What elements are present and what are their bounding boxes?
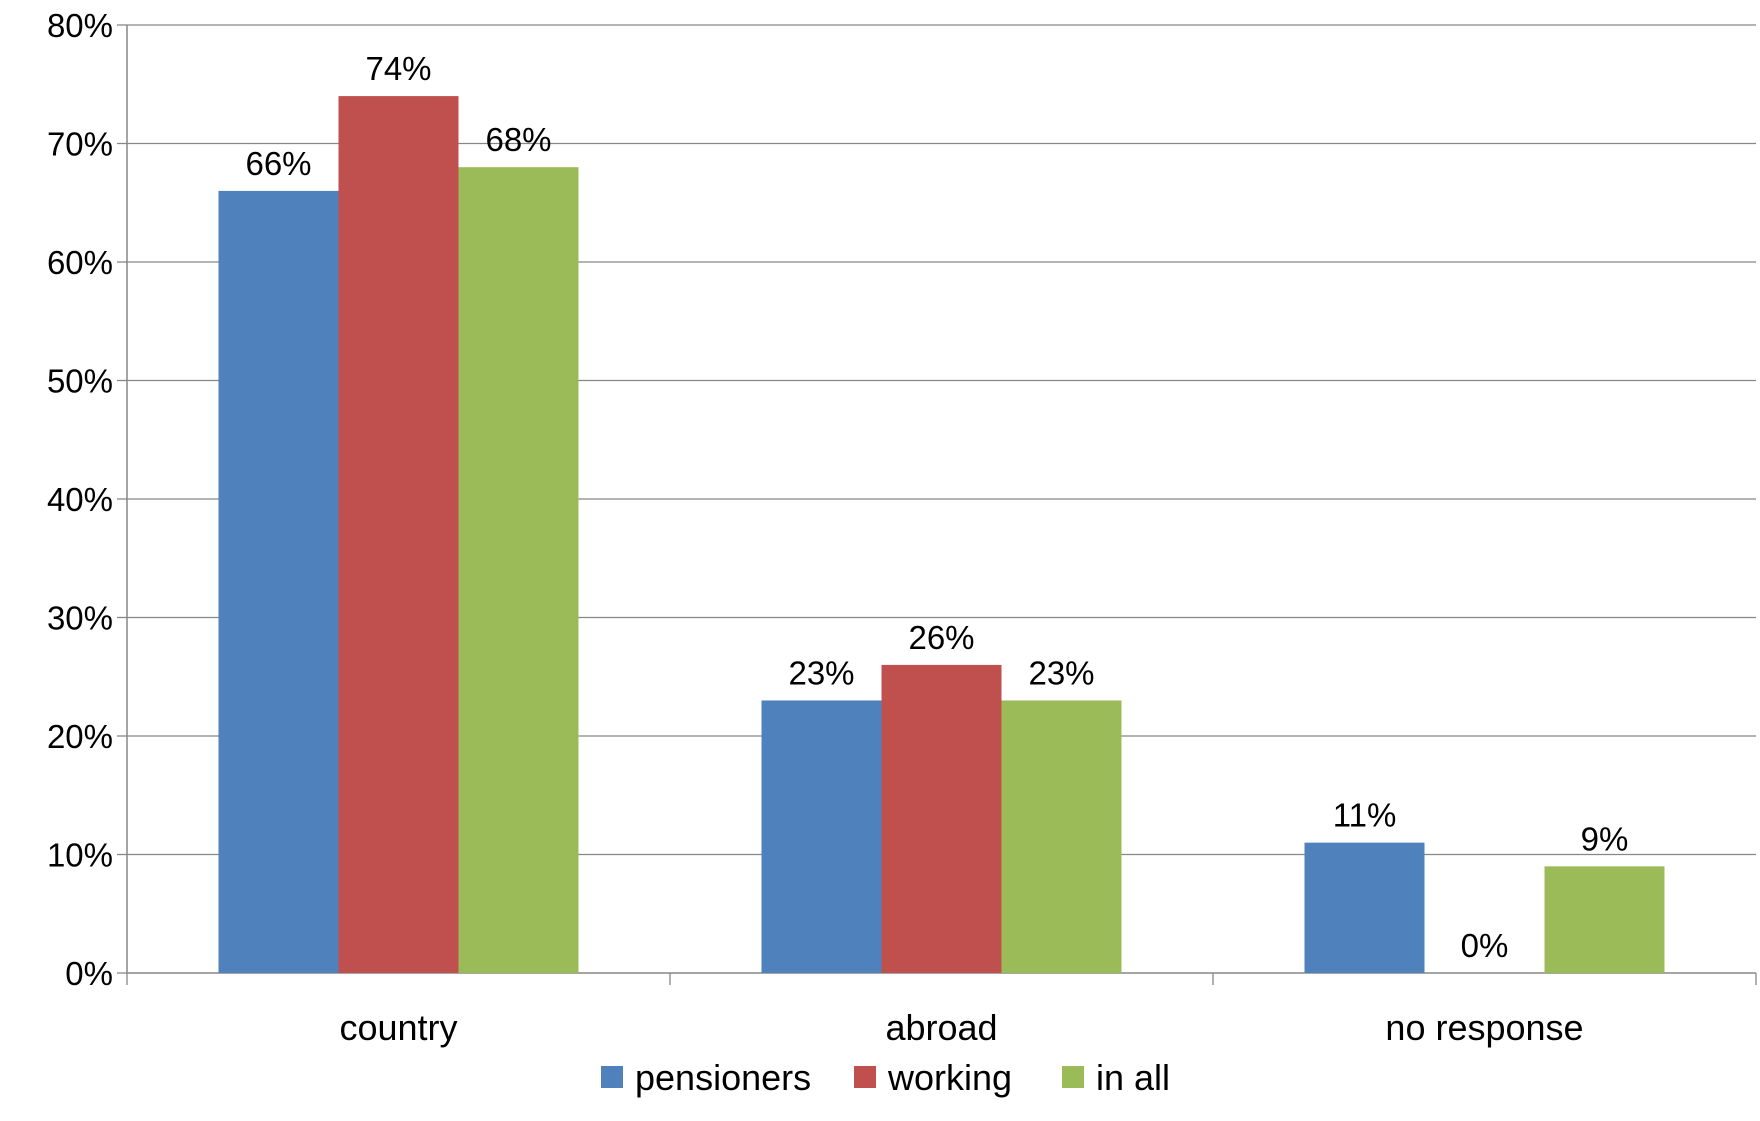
x-category-label: abroad [885, 1007, 997, 1048]
data-label: 23% [1028, 654, 1094, 691]
y-tick-label: 10% [47, 837, 113, 874]
y-tick-label: 40% [47, 481, 113, 518]
bars [218, 96, 1665, 974]
legend-swatch [601, 1066, 623, 1088]
x-category-label: country [339, 1007, 457, 1048]
data-label: 74% [365, 50, 431, 87]
bar [458, 167, 579, 973]
y-tick-label: 80% [47, 7, 113, 44]
data-label: 0% [1461, 927, 1509, 964]
legend-label: pensioners [635, 1057, 811, 1098]
legend: pensioners working in all [601, 1057, 1170, 1098]
data-label: 66% [245, 145, 311, 182]
data-labels: 66% 74% 68% 23% 26% 23% 11% 0% 9% [245, 50, 1628, 964]
y-tick-label: 60% [47, 244, 113, 281]
x-category-label: no response [1385, 1007, 1583, 1048]
legend-label: working [887, 1057, 1012, 1098]
bar [218, 190, 339, 973]
y-axis: 0% 10% 20% 30% 40% 50% 60% 70% 80% [47, 7, 128, 992]
y-tick-label: 50% [47, 363, 113, 400]
data-label: 26% [908, 619, 974, 656]
data-label: 11% [1333, 797, 1397, 834]
data-label: 68% [485, 121, 551, 158]
bar [761, 700, 882, 973]
y-tick-label: 70% [47, 126, 113, 163]
legend-label: in all [1096, 1057, 1170, 1098]
y-tick-label: 20% [47, 718, 113, 755]
bar [881, 664, 1002, 973]
data-label: 9% [1581, 820, 1629, 857]
y-tick-label: 30% [47, 600, 113, 637]
bar [1304, 842, 1425, 973]
bar [338, 96, 459, 974]
legend-swatch [854, 1066, 876, 1088]
data-label: 23% [788, 654, 854, 691]
y-tick-label: 0% [65, 955, 113, 992]
bar [1001, 700, 1122, 973]
bar [1544, 866, 1665, 973]
legend-swatch [1062, 1066, 1084, 1088]
x-axis: country abroad no response [126, 972, 1757, 1048]
